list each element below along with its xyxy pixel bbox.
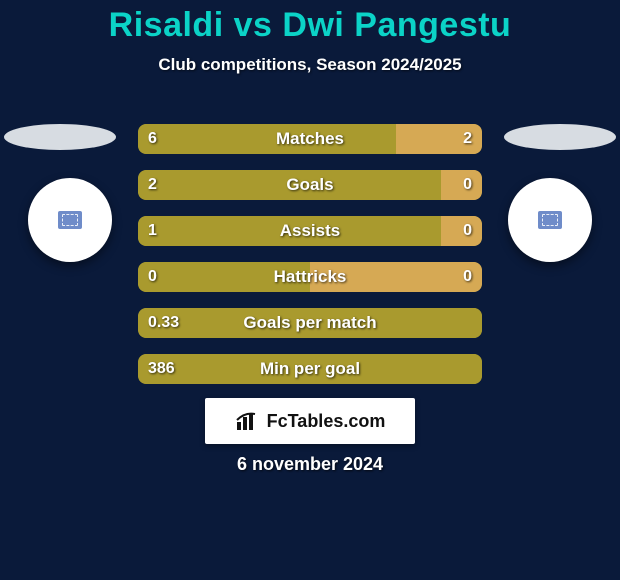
stat-label: Goals per match [138,308,482,338]
placeholder-icon [58,211,82,229]
footer-date: 6 november 2024 [0,454,620,475]
stat-row: 0.33Goals per match [138,308,482,338]
vs-separator: vs [234,6,273,44]
stat-row: 386Min per goal [138,354,482,384]
player2-name: Dwi Pangestu [282,6,511,44]
player2-ellipse [504,124,616,150]
stat-label: Hattricks [138,262,482,292]
stat-row: 00Hattricks [138,262,482,292]
stat-label: Goals [138,170,482,200]
stat-bars: 62Matches 20Goals 10Assists 00Hattricks 0.33… [138,124,482,400]
stat-row: 20Goals [138,170,482,200]
placeholder-icon [538,211,562,229]
player2-avatar [508,178,592,262]
player1-avatar [28,178,112,262]
comparison-card: Risaldi vs Dwi Pangestu Club competition… [0,0,620,580]
stat-label: Min per goal [138,354,482,384]
stat-label: Assists [138,216,482,246]
fctables-logo: FcTables.com [205,398,415,444]
stat-label: Matches [138,124,482,154]
logo-text: FcTables.com [267,411,386,432]
player1-name: Risaldi [109,6,224,44]
stat-row: 10Assists [138,216,482,246]
page-title: Risaldi vs Dwi Pangestu [0,0,620,45]
bar-chart-icon [235,410,263,432]
subtitle: Club competitions, Season 2024/2025 [0,55,620,75]
player1-ellipse [4,124,116,150]
stat-row: 62Matches [138,124,482,154]
